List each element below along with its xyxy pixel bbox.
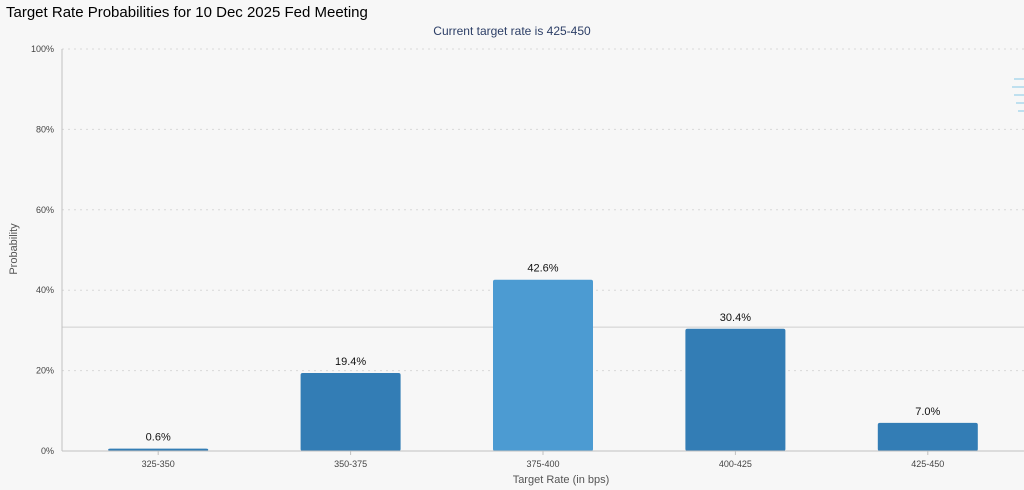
y-axis-label: Probability [8,223,20,275]
data-label-400-425: 30.4% [720,312,751,324]
bar-425-450[interactable] [877,422,978,451]
data-label-350-375: 19.4% [335,356,366,368]
decorative-stripes-icon [1012,78,1024,112]
data-label-325-350: 0.6% [146,432,171,444]
x-tick-label-375-400: 375-400 [526,459,559,469]
bar-325-350[interactable] [108,448,209,451]
x-axis-label: Target Rate (in bps) [513,474,610,486]
y-tick-label: 0% [41,446,54,456]
bar-400-425[interactable] [685,328,786,451]
data-label-425-450: 7.0% [915,406,940,418]
bar-350-375[interactable] [300,373,401,451]
axes: 0% 20% 40% 60% 80% 100% 325-350 350-375 375-400 4… [31,44,1024,469]
y-tick-label: 40% [36,285,54,295]
x-tick-label-425-450: 425-450 [911,459,944,469]
y-tick-label: 60% [36,205,54,215]
x-tick-label-400-425: 400-425 [719,459,752,469]
chart-subtitle: Current target rate is 425-450 [433,24,591,38]
y-tick-label: 20% [36,366,54,376]
data-label-375-400: 42.6% [527,263,558,275]
data-labels: 0.6% 19.4% 42.6% 30.4% 7.0% [146,263,941,444]
bars [108,279,978,451]
page-title: Target Rate Probabilities for 10 Dec 202… [6,4,368,21]
y-tick-label: 100% [31,44,54,54]
y-tick-label: 80% [36,124,54,134]
bar-375-400[interactable] [493,279,593,451]
x-tick-label-325-350: 325-350 [142,459,175,469]
x-tick-label-350-375: 350-375 [334,459,367,469]
